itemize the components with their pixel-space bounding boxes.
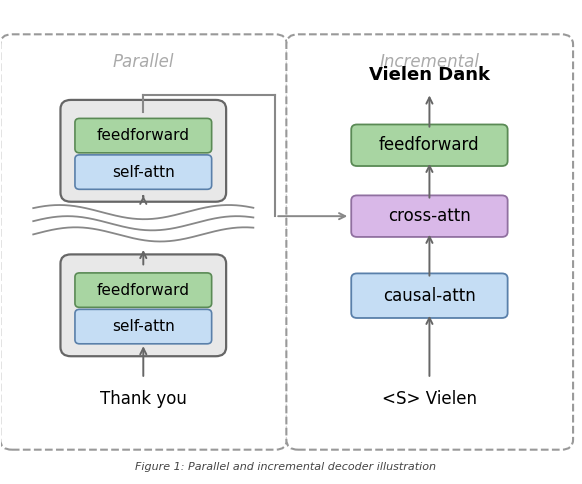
Text: feedforward: feedforward bbox=[379, 136, 480, 154]
Text: Incremental: Incremental bbox=[379, 53, 480, 71]
Text: Parallel: Parallel bbox=[112, 53, 174, 71]
FancyBboxPatch shape bbox=[0, 34, 287, 450]
Text: Vielen Dank: Vielen Dank bbox=[369, 66, 490, 84]
FancyBboxPatch shape bbox=[352, 273, 508, 318]
FancyBboxPatch shape bbox=[352, 124, 508, 166]
FancyBboxPatch shape bbox=[352, 196, 508, 237]
Text: feedforward: feedforward bbox=[97, 128, 190, 143]
FancyBboxPatch shape bbox=[75, 273, 212, 307]
FancyBboxPatch shape bbox=[286, 34, 573, 450]
FancyBboxPatch shape bbox=[75, 119, 212, 153]
Text: cross-attn: cross-attn bbox=[388, 207, 471, 225]
Text: feedforward: feedforward bbox=[97, 283, 190, 298]
Text: self-attn: self-attn bbox=[112, 165, 175, 180]
Text: Figure 1: Parallel and incremental decoder illustration: Figure 1: Parallel and incremental decod… bbox=[134, 462, 436, 472]
Text: causal-attn: causal-attn bbox=[383, 287, 476, 305]
FancyBboxPatch shape bbox=[75, 155, 212, 189]
FancyBboxPatch shape bbox=[61, 100, 226, 202]
FancyBboxPatch shape bbox=[61, 255, 226, 356]
Text: <S> Vielen: <S> Vielen bbox=[382, 390, 477, 408]
FancyBboxPatch shape bbox=[75, 309, 212, 344]
Text: self-attn: self-attn bbox=[112, 319, 175, 334]
Text: Thank you: Thank you bbox=[100, 390, 187, 408]
